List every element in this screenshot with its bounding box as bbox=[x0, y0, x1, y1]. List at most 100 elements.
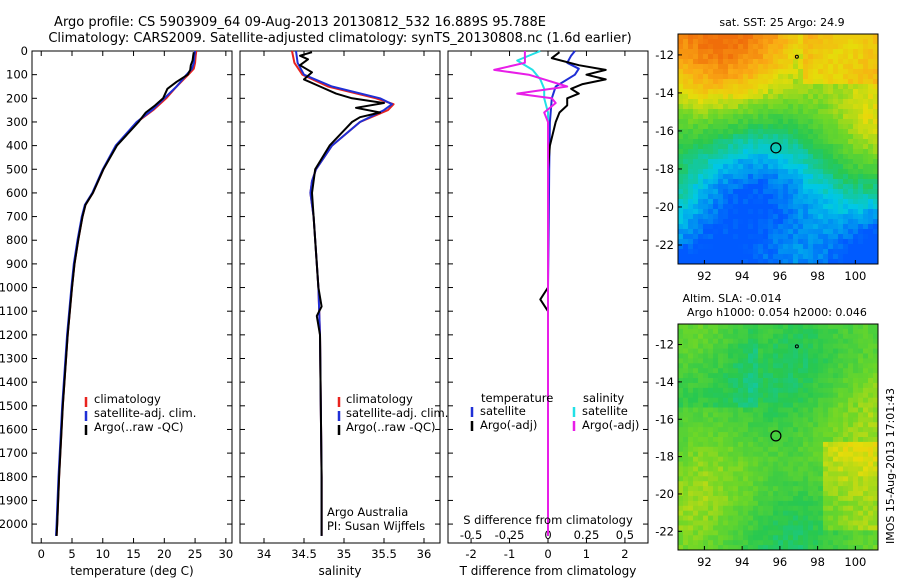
map-cell bbox=[783, 500, 789, 507]
map-cell bbox=[743, 451, 749, 458]
map-x-tick-label: 96 bbox=[773, 555, 788, 569]
map-cell bbox=[708, 39, 714, 45]
map-cell bbox=[813, 184, 819, 190]
map-cell bbox=[833, 164, 839, 170]
map-cell bbox=[758, 441, 764, 448]
map-cell bbox=[818, 199, 824, 205]
map-cell bbox=[858, 124, 864, 130]
map-cell bbox=[863, 39, 869, 45]
map-cell bbox=[848, 39, 854, 45]
map-cell bbox=[863, 397, 869, 404]
map-cell bbox=[858, 441, 864, 448]
map-cell bbox=[788, 422, 794, 428]
map-cell bbox=[683, 234, 689, 240]
map-cell bbox=[678, 229, 684, 235]
map-cell bbox=[708, 471, 714, 477]
map-cell bbox=[703, 432, 709, 438]
map-cell bbox=[718, 144, 724, 150]
map-cell bbox=[808, 149, 814, 155]
map-cell bbox=[798, 378, 804, 384]
map-cell bbox=[703, 461, 709, 467]
map-cell bbox=[798, 59, 804, 65]
map-cell bbox=[773, 368, 779, 374]
map-cell bbox=[718, 59, 724, 65]
map-cell bbox=[748, 368, 754, 374]
map-cell bbox=[863, 515, 869, 521]
map-cell bbox=[848, 134, 854, 140]
map-cell bbox=[843, 89, 849, 95]
map-cell bbox=[688, 535, 694, 541]
map-cell bbox=[848, 500, 854, 507]
map-cell bbox=[823, 129, 829, 135]
map-cell bbox=[863, 214, 869, 220]
map-cell bbox=[713, 456, 719, 462]
map-cell bbox=[723, 199, 729, 205]
map-cell bbox=[788, 397, 794, 404]
map-cell bbox=[808, 545, 814, 551]
map-cell bbox=[863, 184, 869, 190]
map-cell bbox=[718, 417, 724, 423]
map-cell bbox=[813, 412, 819, 418]
map-cell bbox=[678, 54, 684, 60]
map-cell bbox=[868, 417, 874, 423]
map-cell bbox=[798, 481, 804, 487]
map-cell bbox=[783, 515, 789, 521]
map-cell bbox=[703, 79, 709, 85]
map-cell bbox=[688, 54, 694, 60]
map-cell bbox=[803, 89, 809, 95]
map-cell bbox=[868, 530, 874, 536]
map-cell bbox=[688, 417, 694, 423]
map-cell bbox=[683, 441, 689, 448]
map-cell bbox=[688, 505, 694, 512]
map-cell bbox=[688, 129, 694, 135]
map-cell bbox=[703, 214, 709, 220]
map-cell bbox=[733, 169, 739, 175]
map-cell bbox=[723, 44, 729, 50]
map-cell bbox=[768, 510, 774, 517]
map-cell bbox=[728, 486, 734, 492]
map-cell bbox=[753, 234, 759, 240]
map-cell bbox=[808, 159, 814, 165]
map-cell bbox=[723, 535, 729, 541]
map-cell bbox=[873, 89, 879, 95]
map-cell bbox=[763, 417, 769, 423]
map-cell bbox=[833, 59, 839, 65]
map-cell bbox=[803, 119, 809, 125]
map-cell bbox=[713, 239, 719, 245]
map-cell bbox=[798, 149, 804, 155]
map-cell bbox=[683, 84, 689, 90]
map-cell bbox=[693, 199, 699, 205]
map-cell bbox=[728, 471, 734, 477]
map-cell bbox=[773, 129, 779, 135]
map-cell bbox=[868, 500, 874, 507]
map-cell bbox=[723, 422, 729, 428]
map-cell bbox=[868, 204, 874, 210]
map-cell bbox=[833, 34, 839, 40]
map-cell bbox=[753, 89, 759, 95]
map-cell bbox=[693, 481, 699, 487]
map-cell bbox=[703, 99, 709, 105]
map-cell bbox=[763, 397, 769, 404]
map-cell bbox=[688, 224, 694, 230]
map-cell bbox=[838, 149, 844, 155]
map-cell bbox=[708, 500, 714, 507]
map-cell bbox=[743, 461, 749, 467]
map-cell bbox=[848, 387, 854, 394]
map-cell bbox=[763, 219, 769, 225]
map-cell bbox=[798, 382, 804, 389]
map-cell bbox=[728, 124, 734, 130]
map-cell bbox=[838, 184, 844, 190]
map-cell bbox=[798, 134, 804, 140]
map-cell bbox=[728, 259, 734, 265]
map-cell bbox=[788, 94, 794, 100]
map-cell bbox=[808, 451, 814, 458]
map-cell bbox=[748, 471, 754, 477]
map-cell bbox=[693, 392, 699, 399]
map-cell bbox=[858, 134, 864, 140]
map-cell bbox=[783, 159, 789, 165]
map-cell bbox=[758, 99, 764, 105]
map-cell bbox=[873, 363, 879, 369]
map-cell bbox=[853, 525, 859, 531]
map-cell bbox=[728, 169, 734, 175]
map-cell bbox=[813, 378, 819, 384]
